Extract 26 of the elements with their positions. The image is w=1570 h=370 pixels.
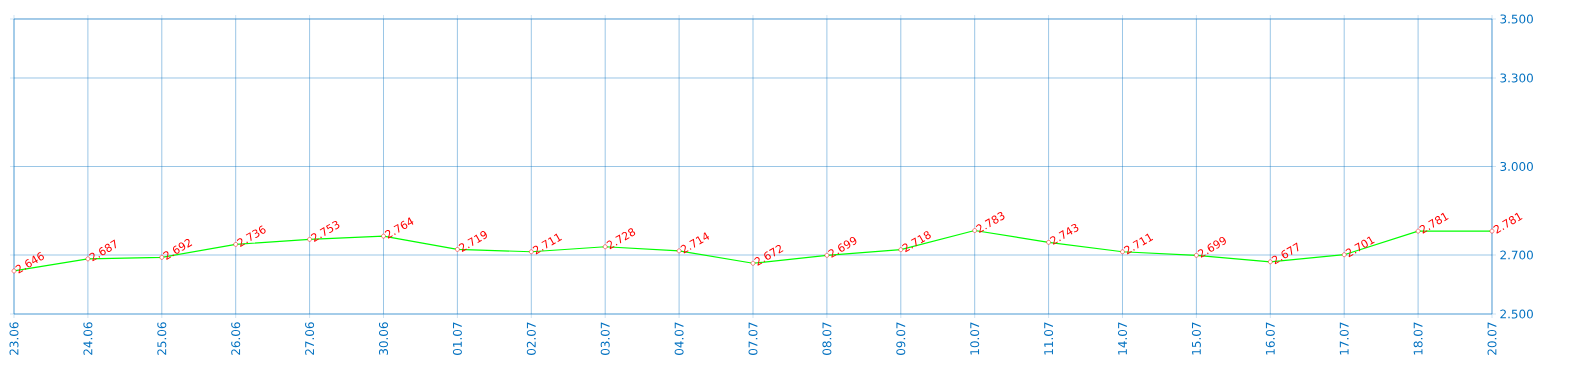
x-tick-label: 11.07 [1044, 322, 1054, 355]
x-tick-label: 18.07 [1413, 322, 1423, 355]
x-tick-label: 01.07 [452, 322, 462, 355]
y-tick-label: 3.500 [1500, 14, 1533, 24]
x-tick-label: 14.07 [1117, 322, 1128, 355]
x-tick-label: 03.07 [600, 322, 610, 355]
x-tick-label: 23.06 [9, 322, 19, 355]
x-tick-label: 30.06 [378, 322, 389, 355]
y-tick-label: 2.500 [1500, 309, 1533, 319]
x-tick-label: 02.07 [526, 322, 536, 355]
y-tick-label: 3.300 [1500, 73, 1533, 83]
x-tick-label: 26.06 [231, 322, 241, 355]
x-tick-label: 07.07 [748, 322, 758, 355]
x-tick-label: 10.07 [970, 322, 980, 355]
x-tick-label: 17.07 [1339, 322, 1349, 355]
x-tick-label: 20.07 [1487, 322, 1497, 355]
x-tick-label: 04.07 [674, 322, 684, 355]
x-tick-label: 09.07 [896, 322, 906, 355]
x-tick-label: 24.06 [83, 322, 93, 355]
x-tick-label: 25.06 [157, 322, 167, 355]
x-tick-label: 16.07 [1265, 322, 1275, 355]
x-tick-label: 08.07 [822, 322, 832, 355]
x-tick-label: 27.06 [305, 322, 315, 355]
y-tick-label: 2.700 [1500, 250, 1533, 260]
x-tick-label: 15.07 [1191, 322, 1201, 355]
y-tick-label: 3.000 [1500, 161, 1533, 172]
